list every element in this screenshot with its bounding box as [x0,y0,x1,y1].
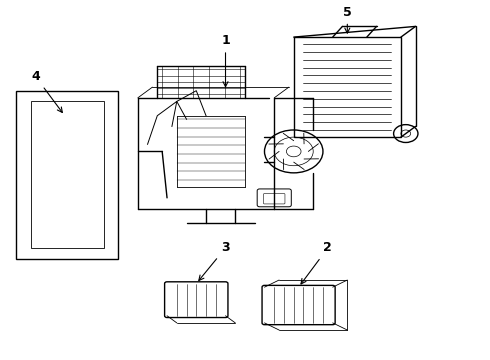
Text: 5: 5 [343,6,352,33]
Text: 3: 3 [199,242,230,280]
Text: 4: 4 [31,70,62,112]
Text: 2: 2 [301,242,332,284]
Text: 1: 1 [221,34,230,87]
